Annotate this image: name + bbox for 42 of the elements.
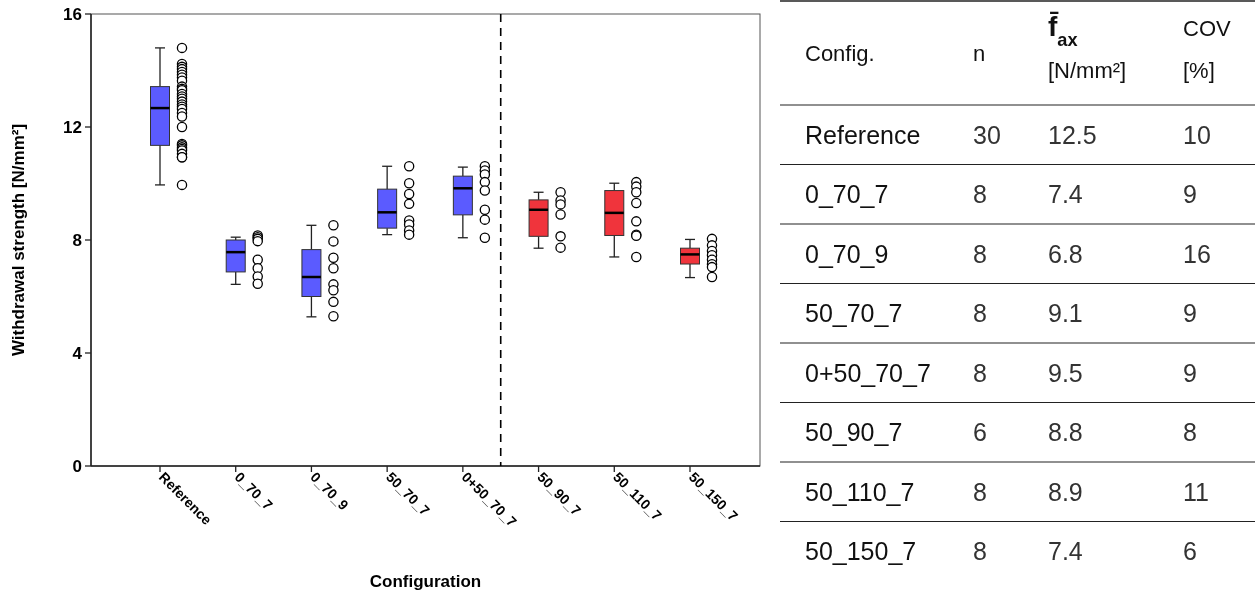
data-label: 10	[1183, 120, 1211, 149]
text: Config.	[805, 40, 875, 66]
data-label: 8	[973, 358, 987, 387]
x-axis-title: Configuration	[369, 572, 482, 591]
data-label: 16	[1183, 239, 1211, 268]
y-tick-label: 0	[72, 456, 82, 476]
data-label: 7.4	[1048, 537, 1083, 565]
category-label: 50_150_7	[805, 537, 917, 565]
text: n	[973, 40, 986, 66]
data-label: 6	[973, 418, 987, 446]
data-label: 8.8	[1048, 418, 1083, 446]
data-label: 30	[973, 120, 1001, 149]
data-label: 9.1	[1048, 299, 1083, 327]
data-label: 8	[1183, 418, 1197, 446]
data-label: 8	[973, 299, 987, 327]
data-label: 11	[1183, 477, 1209, 506]
y-tick-label: 8	[72, 230, 82, 250]
category-label: 50_90_7	[805, 418, 903, 446]
data-label: 6	[1183, 537, 1197, 565]
y-tick-label: 16	[63, 4, 82, 24]
category-label: Reference	[805, 120, 921, 149]
data-label: 8	[973, 180, 987, 208]
data-label: 8	[973, 239, 987, 268]
category-label: 0+50_70_7	[805, 358, 931, 387]
data-label: 9.5	[1048, 358, 1083, 387]
data-label: 7.4	[1048, 180, 1083, 208]
y-tick-label: 12	[63, 117, 82, 137]
data-label: 8.9	[1048, 477, 1083, 506]
y-tick-label: 4	[72, 343, 83, 363]
category-label: 0_70_9	[805, 239, 889, 268]
data-label: 9	[1183, 299, 1197, 327]
text: COV [%]	[1183, 16, 1231, 83]
y-axis-title: Withdrawal strength [N/mm²]	[9, 123, 28, 357]
data-label: 8	[973, 537, 987, 565]
text: f̄$_{ax}$ [N/mm²]	[1048, 11, 1127, 83]
data-label: 9	[1183, 358, 1197, 387]
data-label: 6.8	[1048, 239, 1083, 268]
data-label: 8	[973, 477, 987, 506]
data-label: 12.5	[1048, 120, 1097, 149]
data-label: 9	[1183, 180, 1197, 208]
category-label: 0_70_7	[805, 180, 889, 208]
category-label: 50_70_7	[805, 299, 903, 327]
